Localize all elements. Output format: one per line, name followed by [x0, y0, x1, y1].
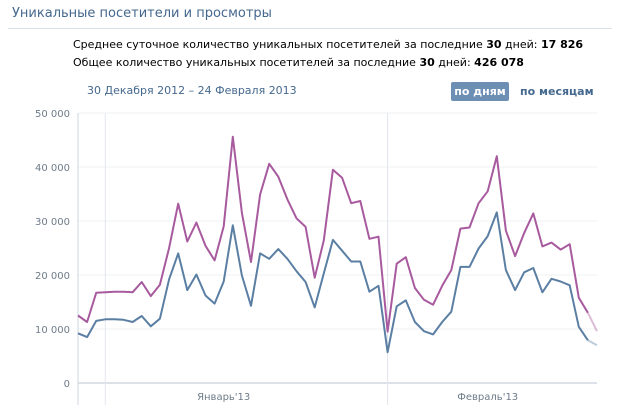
y-tick-label: 30 000 — [35, 217, 70, 228]
by-month-button[interactable]: по месяцам — [520, 85, 594, 98]
total-mid: дней: — [434, 56, 475, 69]
section-header: Уникальные посетители и просмотры — [8, 0, 612, 29]
section-title: Уникальные посетители и просмотры — [12, 6, 272, 21]
avg-daily-stat: Среднее суточное количество уникальных п… — [73, 37, 583, 55]
x-tick-label: Февраль'13 — [457, 392, 518, 403]
avg-days: 30 — [486, 38, 502, 51]
total-stat: Общее количество уникальных посетителей … — [73, 55, 583, 73]
stats-block: Среднее суточное количество уникальных п… — [73, 37, 583, 73]
total-value: 426 078 — [474, 56, 524, 69]
y-tick-label: 0 — [64, 379, 70, 390]
y-tick-label: 10 000 — [35, 325, 70, 336]
series-line-views-pending — [587, 312, 598, 332]
avg-mid: дней: — [501, 38, 541, 51]
series-line-visitors-pending — [587, 339, 598, 347]
y-tick-label: 20 000 — [35, 271, 70, 282]
series-line-visitors — [77, 211, 589, 354]
avg-prefix: Среднее суточное количество уникальных п… — [73, 38, 487, 51]
avg-value: 17 826 — [540, 38, 584, 51]
x-tick-label: Январь'13 — [197, 392, 250, 403]
total-prefix: Общее количество уникальных посетителей … — [73, 56, 420, 69]
y-tick-label: 40 000 — [35, 163, 70, 174]
date-range: 30 Декабря 2012 – 24 Февраля 2013 — [87, 84, 297, 97]
total-days: 30 — [419, 56, 435, 69]
series-line-views — [77, 135, 589, 333]
by-day-button[interactable]: по дням — [451, 82, 509, 101]
y-tick-label: 50 000 — [35, 109, 70, 120]
